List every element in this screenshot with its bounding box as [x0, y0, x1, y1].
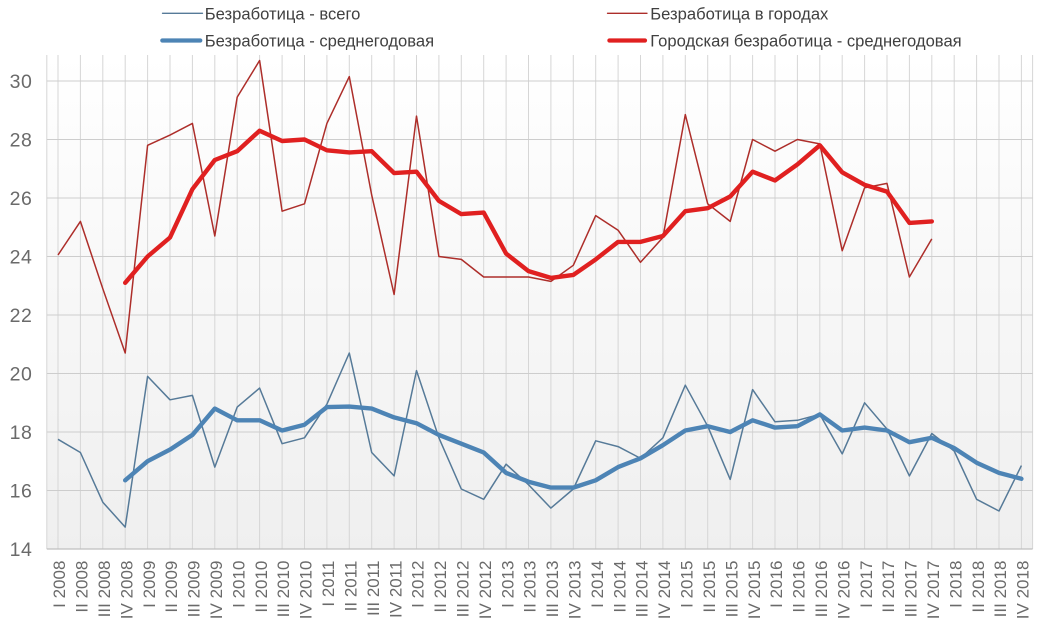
svg-text:I 2011: I 2011 — [319, 561, 338, 607]
svg-text:IV 2011: IV 2011 — [386, 561, 405, 618]
svg-text:Городская безработица - средне: Городская безработица - среднегодовая — [650, 31, 961, 50]
svg-text:III 2015: III 2015 — [722, 561, 741, 618]
svg-text:II 2009: II 2009 — [162, 561, 181, 613]
svg-text:20: 20 — [10, 364, 33, 386]
svg-text:II 2017: II 2017 — [879, 561, 898, 613]
svg-text:II 2018: II 2018 — [969, 561, 988, 613]
svg-text:III 2017: III 2017 — [902, 561, 921, 618]
svg-text:IV 2018: IV 2018 — [1014, 561, 1033, 620]
svg-text:I 2018: I 2018 — [946, 561, 965, 608]
svg-text:IV 2009: IV 2009 — [207, 561, 226, 620]
svg-text:III 2009: III 2009 — [185, 561, 204, 618]
svg-text:IV 2010: IV 2010 — [297, 561, 316, 620]
svg-text:II 2011: II 2011 — [342, 561, 361, 612]
svg-text:II 2013: II 2013 — [521, 561, 540, 613]
svg-text:I 2010: I 2010 — [229, 561, 248, 608]
svg-text:I 2015: I 2015 — [678, 561, 697, 608]
svg-text:22: 22 — [10, 305, 33, 327]
svg-text:18: 18 — [10, 422, 33, 444]
svg-text:IV 2015: IV 2015 — [745, 561, 764, 620]
svg-text:26: 26 — [10, 188, 33, 210]
svg-text:Безработица в городах: Безработица в городах — [650, 4, 829, 23]
svg-text:30: 30 — [10, 71, 33, 93]
svg-text:IV 2014: IV 2014 — [655, 561, 674, 620]
svg-text:IV 2013: IV 2013 — [566, 561, 585, 620]
svg-text:Безработица - всего: Безработица - всего — [205, 4, 361, 23]
svg-text:II 2014: II 2014 — [610, 561, 629, 613]
svg-text:IV 2016: IV 2016 — [834, 561, 853, 620]
svg-text:I 2017: I 2017 — [857, 561, 876, 608]
svg-text:I 2009: I 2009 — [140, 561, 159, 608]
svg-text:IV 2017: IV 2017 — [924, 561, 943, 620]
svg-text:28: 28 — [10, 130, 33, 152]
svg-text:IV 2008: IV 2008 — [117, 561, 136, 620]
svg-text:III 2011: III 2011 — [364, 561, 383, 616]
svg-text:III 2018: III 2018 — [991, 561, 1010, 618]
svg-text:III 2008: III 2008 — [95, 561, 114, 618]
svg-text:III 2014: III 2014 — [633, 561, 652, 618]
svg-text:III 2012: III 2012 — [454, 561, 473, 618]
svg-text:II 2015: II 2015 — [700, 561, 719, 613]
svg-text:Безработица - среднегодовая: Безработица - среднегодовая — [205, 31, 434, 50]
svg-text:24: 24 — [10, 247, 33, 269]
svg-text:I 2012: I 2012 — [409, 561, 428, 608]
svg-text:II 2016: II 2016 — [790, 561, 809, 613]
svg-text:II 2008: II 2008 — [73, 561, 92, 613]
svg-text:II 2012: II 2012 — [431, 561, 450, 613]
svg-text:II 2010: II 2010 — [252, 561, 271, 613]
svg-text:III 2013: III 2013 — [543, 561, 562, 618]
svg-text:I 2014: I 2014 — [588, 561, 607, 608]
svg-text:I 2013: I 2013 — [498, 561, 517, 608]
svg-text:III 2010: III 2010 — [274, 561, 293, 618]
svg-text:14: 14 — [10, 539, 33, 561]
svg-text:IV 2012: IV 2012 — [476, 561, 495, 620]
svg-text:III 2016: III 2016 — [812, 561, 831, 618]
svg-text:16: 16 — [10, 481, 33, 503]
svg-text:I 2016: I 2016 — [767, 561, 786, 608]
svg-text:I 2008: I 2008 — [50, 561, 69, 608]
